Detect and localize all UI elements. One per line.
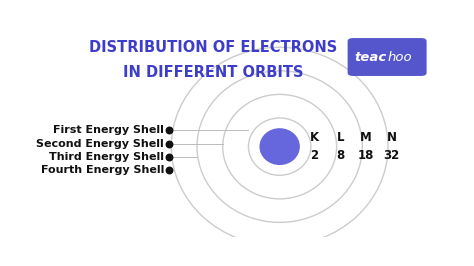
Text: Fourth Energy Shell: Fourth Energy Shell [41,165,164,175]
Point [165,128,173,132]
Text: First Energy Shell: First Energy Shell [53,125,164,135]
Text: L: L [337,131,344,144]
Text: M: M [360,131,372,144]
Text: 2: 2 [310,149,319,162]
Text: Second Energy Shell: Second Energy Shell [36,139,164,148]
Text: 8: 8 [336,149,345,162]
FancyBboxPatch shape [347,38,427,76]
Point [165,155,173,159]
Text: DISTRIBUTION OF ELECTRONS: DISTRIBUTION OF ELECTRONS [90,40,337,55]
Text: Third Energy Shell: Third Energy Shell [49,152,164,162]
Text: N: N [387,131,397,144]
Text: IN DIFFERENT ORBITS: IN DIFFERENT ORBITS [123,65,304,80]
Ellipse shape [259,128,300,165]
Text: 18: 18 [358,149,374,162]
Text: hoo: hoo [387,51,412,64]
Point [165,142,173,146]
Text: teac: teac [355,51,387,64]
Text: K: K [310,131,319,144]
Point [165,168,173,172]
Text: 32: 32 [383,149,400,162]
